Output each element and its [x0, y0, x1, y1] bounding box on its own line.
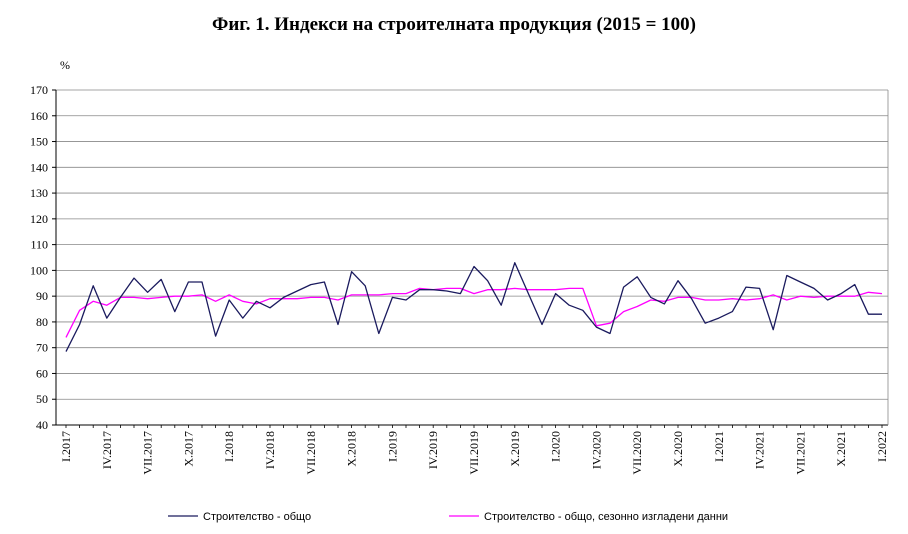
- y-tick-label: 70: [36, 341, 48, 355]
- y-tick-label: 130: [30, 186, 48, 200]
- x-tick-label: IV.2020: [589, 431, 603, 469]
- x-tick-label: VII.2021: [793, 431, 807, 475]
- x-tick-label: X.2018: [345, 431, 359, 467]
- x-tick-label: X.2021: [834, 431, 848, 467]
- series-line-0: [65, 262, 882, 352]
- gridlines: [56, 89, 888, 426]
- y-tick-label: 100: [30, 263, 48, 277]
- legend-label-0: Строителство - общо: [203, 511, 311, 523]
- y-tick-label: 40: [36, 418, 48, 432]
- legend-label-1: Строителство - общо, сезонно изгладени д…: [484, 511, 728, 523]
- x-tick-label: VII.2020: [630, 431, 644, 475]
- series-lines: [65, 262, 883, 352]
- y-tick-label: 90: [36, 289, 48, 303]
- y-tick-label: 160: [30, 109, 48, 123]
- y-tick-labels: 40 50 60 70 80 90 100 110 120 130 140 150 160 170: [30, 83, 48, 432]
- x-tick-label: X.2020: [671, 431, 685, 467]
- y-tick-label: 140: [30, 160, 48, 174]
- x-tick-label: I.2020: [549, 431, 563, 462]
- x-tick-label: I.2018: [222, 431, 236, 462]
- x-tick-label: I.2019: [385, 431, 399, 462]
- x-tick-label: IV.2021: [753, 431, 767, 469]
- x-tick-label: I.2017: [59, 431, 73, 462]
- x-tick-label: VII.2017: [141, 431, 155, 475]
- chart-title: Фиг. 1. Индекси на строителната продукци…: [212, 14, 696, 35]
- y-tick-label: 50: [36, 392, 48, 406]
- x-tick-label: VII.2019: [467, 431, 481, 475]
- x-tick-label: I.2022: [875, 431, 889, 462]
- legend: Строителство - общо Строителство - общо, …: [168, 511, 728, 523]
- axes: [52, 89, 889, 428]
- y-tick-label: 80: [36, 315, 48, 329]
- x-tick-label: IV.2018: [263, 431, 277, 469]
- x-tick-labels: I.2017 IV.2017 VII.2017 X.2017 I.2018 IV.2018…: [59, 431, 889, 475]
- x-tick-label: VII.2018: [304, 431, 318, 475]
- x-tick-label: X.2017: [181, 431, 195, 467]
- y-tick-label: 120: [30, 212, 48, 226]
- x-tick-label: IV.2017: [100, 431, 114, 469]
- series-line-1: [65, 287, 883, 338]
- x-tick-label: IV.2019: [426, 431, 440, 469]
- y-tick-label: 150: [30, 135, 48, 149]
- y-tick-label: 170: [30, 83, 48, 97]
- y-tick-label: 110: [30, 238, 48, 252]
- y-tick-label: 60: [36, 366, 48, 380]
- x-tick-label: X.2019: [508, 431, 522, 467]
- y-axis-unit-label: %: [60, 58, 70, 72]
- x-tick-label: I.2021: [712, 431, 726, 462]
